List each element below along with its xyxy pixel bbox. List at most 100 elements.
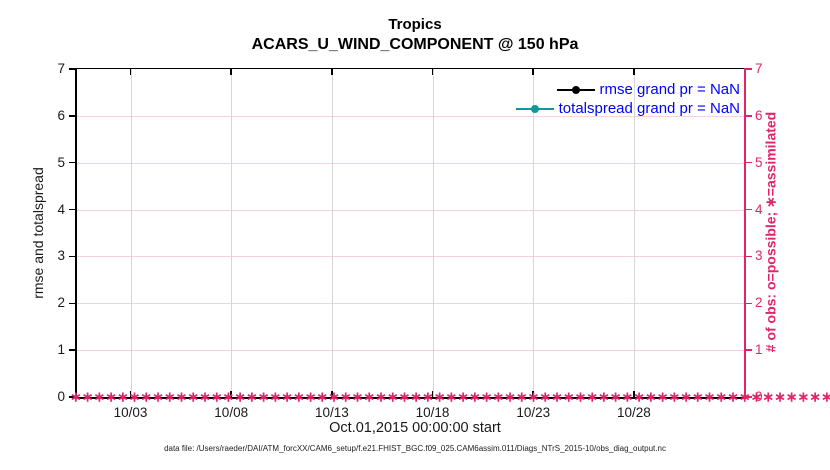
y-tick-label-left: 6 [57,107,65,123]
x-tick-label: 10/08 [214,405,249,420]
x-tick-mark-top [633,69,635,75]
assimilated-marker: ∗ [363,388,376,405]
legend-dot [530,104,539,113]
x-tick-mark-top [431,69,434,75]
x-tick-label: 10/03 [113,405,148,420]
assimilated-marker: ∗ [574,388,587,405]
y-tick-label-left: 4 [57,201,65,217]
x-tick-mark-top [532,69,534,75]
grid-line-vertical [533,69,535,397]
assimilated-marker: ∗ [644,388,657,405]
grid-line-horizontal [77,350,744,352]
grid-line-horizontal [77,303,744,305]
y-tick-mark-right [746,255,752,258]
obs-assimilated-marker-band: ∗ ∗ ∗ ∗ ∗ ∗ ∗ ∗ ∗ ∗ ∗ ∗ ∗ ∗ ∗ ∗ ∗ ∗ ∗ ∗ ∗ ∗ ∗ ∗ ∗ ∗ ∗ ∗ ∗ ∗ ∗ ∗ ∗ ∗ ∗ ∗ ∗ ∗ ∗ ∗… [70,388,830,405]
legend-label: totalspread grand pr = NaN [558,100,740,117]
y-tick-label-right: 2 [755,295,763,311]
assimilated-marker: ∗ [128,388,141,405]
y-tick-mark-right [746,115,752,117]
x-tick-label: 10/28 [616,405,651,420]
assimilated-marker: ∗ [292,388,305,405]
assimilated-marker: ∗ [750,388,763,405]
assimilated-marker: ∗ [175,388,188,405]
assimilated-marker: ∗ [680,388,692,405]
assimilated-marker: ∗ [351,388,364,405]
x-axis-label: Oct.01,2015 00:00:00 start [329,420,501,436]
x-tick-mark-top [230,69,232,75]
chart-title-block: Tropics ACARS_U_WIND_COMPONENT @ 150 hPa [0,16,830,54]
y-tick-mark-left [69,208,75,211]
grid-line-vertical [231,69,233,397]
assimilated-marker: ∗ [504,388,516,405]
y-tick-mark-right [746,208,752,211]
legend-line-marker-icon [515,104,554,114]
x-tick-mark-bottom [230,391,232,397]
assimilated-marker: ∗ [539,388,552,405]
assimilated-marker: ∗ [785,388,798,405]
y-tick-mark-left [69,349,75,351]
y-tick-mark-left [69,115,75,117]
left-axis-label: rmse and totalspread [30,167,46,299]
axis-line-bottom [75,397,746,399]
assimilated-marker: ∗ [809,388,821,405]
y-tick-label-left: 0 [57,389,65,404]
assimilated-marker: ∗ [433,388,446,405]
assimilated-marker: ∗ [422,388,434,405]
y-tick-mark-left [69,161,75,164]
y-tick-label-right: 4 [755,201,763,217]
y-tick-label-left: 5 [57,154,65,170]
y-tick-mark-right [746,349,752,351]
y-tick-label-right: 7 [755,61,763,76]
assimilated-marker: ∗ [468,388,481,405]
grid-line-vertical [633,69,635,397]
legend-line-marker-icon [556,85,595,95]
assimilated-marker: ∗ [445,388,458,405]
assimilated-marker: ∗ [551,388,563,405]
legend-item: rmse grand pr = NaN [516,80,740,99]
y-tick-label-right: 0 [755,389,763,404]
chart-title: Tropics [388,16,442,33]
x-tick-mark-top [331,69,333,75]
assimilated-marker: ∗ [163,388,176,405]
assimilated-marker: ∗ [199,388,211,405]
assimilated-marker: ∗ [821,388,830,405]
assimilated-marker: ∗ [797,388,810,405]
assimilated-marker: ∗ [398,388,411,405]
y-tick-mark-right [746,161,752,164]
x-tick-mark-bottom [331,391,333,397]
assimilated-marker: ∗ [703,388,716,405]
assimilated-marker: ∗ [515,388,528,405]
grid-line-horizontal [77,209,744,211]
assimilated-marker: ∗ [339,388,352,405]
assimilated-marker: ∗ [187,388,200,405]
assimilated-marker: ∗ [386,388,399,405]
assimilated-marker: ∗ [480,388,493,405]
assimilated-marker: ∗ [93,388,106,405]
assimilated-marker: ∗ [668,388,681,405]
assimilated-marker: ∗ [116,388,129,405]
assimilated-marker: ∗ [375,388,387,405]
grid-line-horizontal [77,256,744,258]
grid-line-vertical [331,69,333,397]
y-tick-label-left: 2 [57,295,65,311]
x-tick-label: 10/23 [516,405,551,420]
assimilated-marker: ∗ [727,388,739,405]
assimilated-marker: ∗ [598,388,610,405]
y-tick-label-right: 1 [755,342,763,358]
grid-line-vertical [432,69,434,397]
y-tick-mark-left [69,302,75,305]
assimilated-marker: ∗ [609,388,622,405]
assimilated-marker: ∗ [140,388,153,405]
assimilated-marker: ∗ [527,388,540,405]
assimilated-marker: ∗ [633,388,645,405]
assimilated-marker: ∗ [81,388,94,405]
y-tick-mark-right [746,302,752,305]
assimilated-marker: ∗ [269,388,282,405]
assimilated-marker: ∗ [621,388,634,405]
assimilated-marker: ∗ [562,388,575,405]
assimilated-marker: ∗ [492,388,505,405]
assimilated-marker: ∗ [152,388,164,405]
axis-line-top [75,67,746,69]
y-tick-label-right: 6 [755,107,763,123]
